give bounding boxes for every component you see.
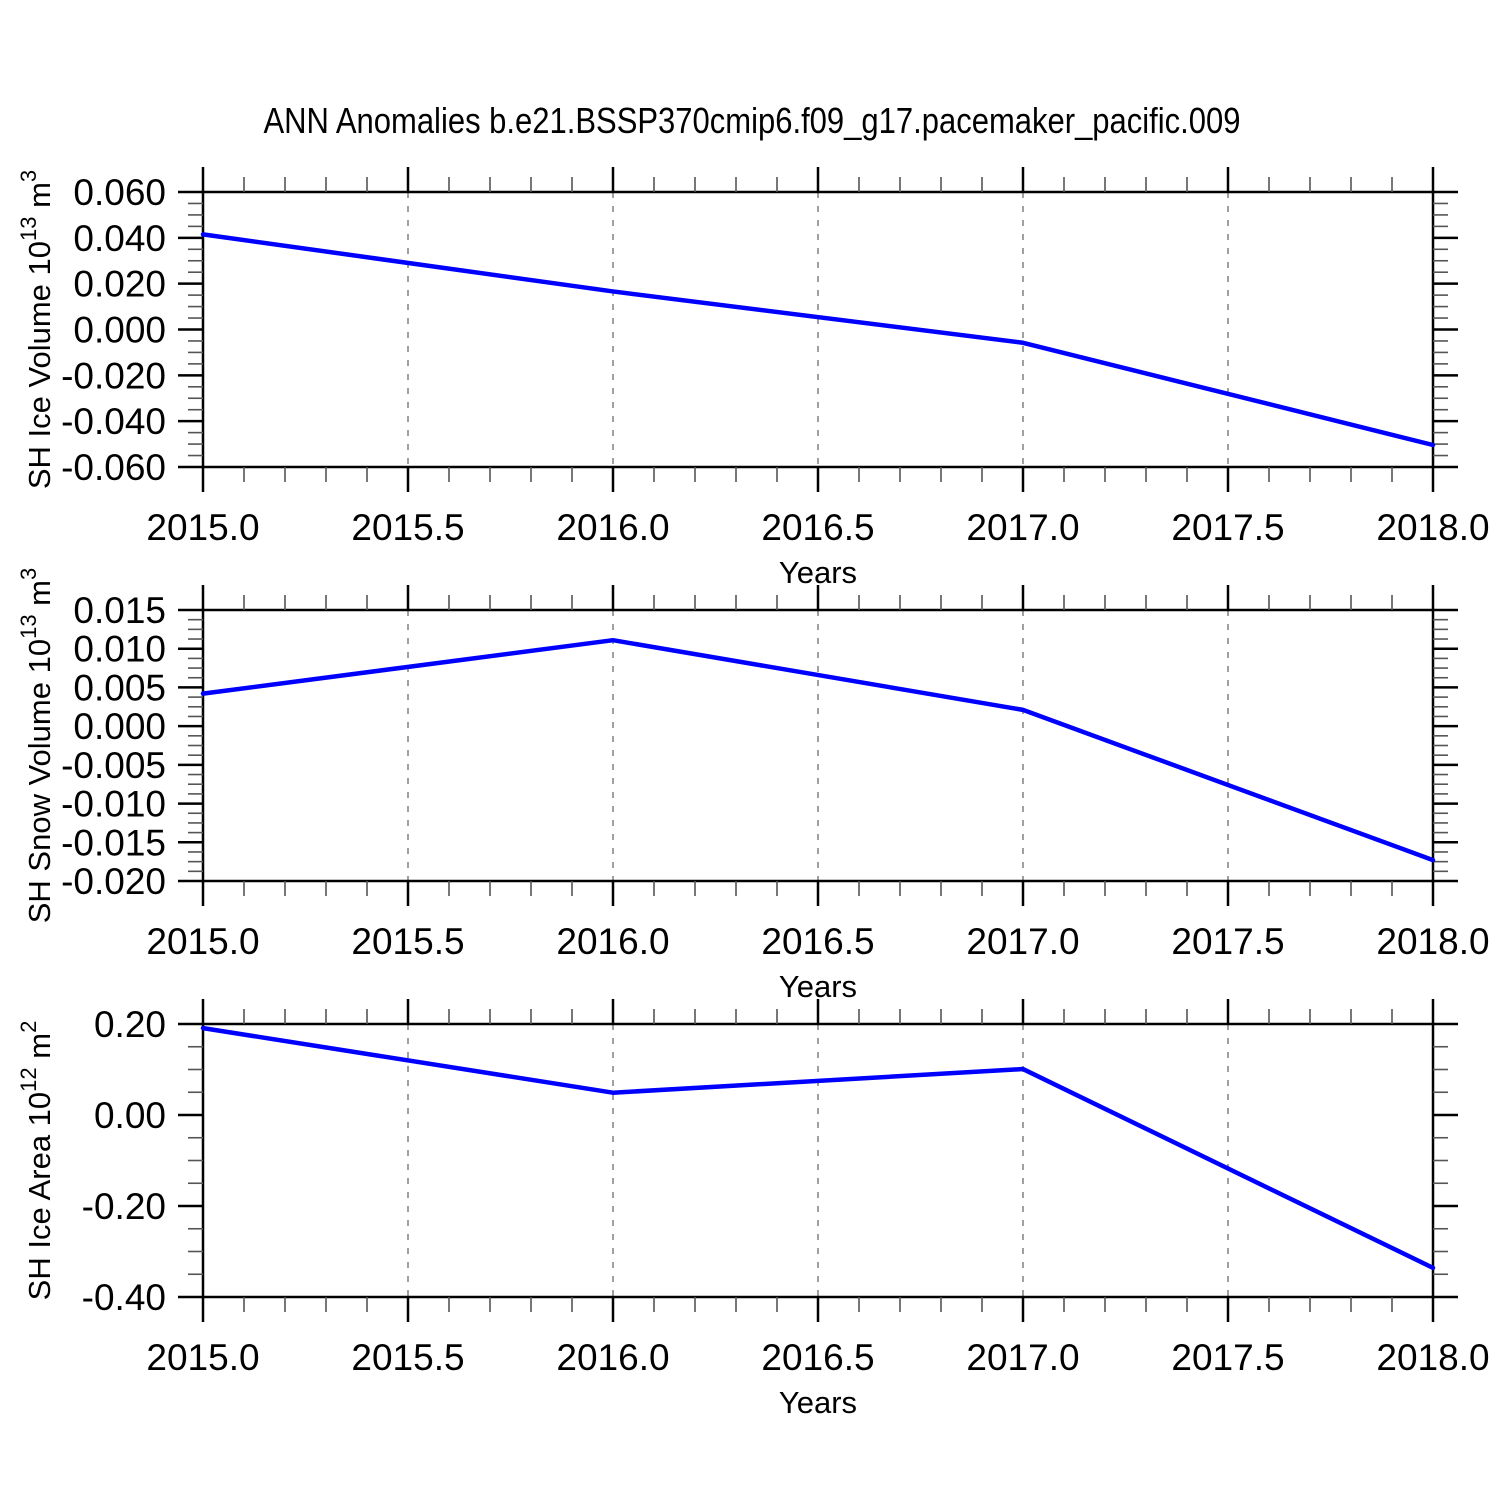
- plot-box: [201, 608, 1435, 883]
- x-tick-label: 2017.5: [1171, 507, 1284, 548]
- y-tick-label: -0.020: [61, 861, 166, 902]
- y-tick-label: -0.20: [82, 1186, 166, 1227]
- chart-title: ANN Anomalies b.e21.BSSP370cmip6.f09_g17…: [264, 100, 1241, 141]
- y-tick-label: 0.040: [73, 218, 166, 259]
- x-tick-label: 2017.5: [1171, 921, 1284, 962]
- y-axis-title-sup: 13: [16, 217, 41, 241]
- y-tick-label: 0.015: [73, 590, 166, 631]
- x-tick-label: 2016.5: [761, 921, 874, 962]
- y-tick-label: -0.005: [61, 745, 166, 786]
- data-line-sh-ice-area: [200, 1025, 1436, 1271]
- y-tick-label: 0.020: [73, 264, 166, 305]
- x-tick-label: 2015.5: [351, 921, 464, 962]
- y-axis-title-sup: 3: [16, 170, 41, 182]
- x-tick-label: 2017.0: [966, 921, 1079, 962]
- chart-root: 2015.0 2015.5 2016.0 2016.5 2017.0 2017.5 2018…: [16, 167, 1490, 1420]
- y-tick-label: -0.040: [61, 401, 166, 442]
- x-tick-label: 2018.0: [1376, 507, 1489, 548]
- data-line-sh-ice-volume: [200, 232, 1436, 448]
- y-axis-title-sup: 13: [16, 614, 41, 638]
- x-tick-label: 2016.0: [556, 1337, 669, 1378]
- y-tick-label: 0.005: [73, 667, 166, 708]
- y-tick-label: -0.020: [61, 355, 166, 396]
- y-axis-title: SH Ice Area 1012 m2: [16, 1021, 57, 1301]
- y-tick-label: 0.000: [73, 310, 166, 351]
- x-axis-title: Years: [779, 555, 857, 590]
- x-tick-label: 2016.5: [761, 507, 874, 548]
- plot-box: [201, 190, 1435, 469]
- x-tick-label: 2015.0: [146, 507, 259, 548]
- y-tick-label: 0.060: [73, 172, 166, 213]
- y-axis-title-sup: 3: [16, 568, 41, 580]
- x-tick-label: 2015.0: [146, 1337, 259, 1378]
- y-axis-title-sup: 12: [16, 1067, 41, 1091]
- plot-box: [201, 1022, 1435, 1299]
- panel-sh-ice-area: 2015.0 2015.5 2016.0 2016.5 2017.0 2017.5 2018…: [16, 999, 1490, 1420]
- y-tick-label: 0.00: [94, 1095, 166, 1136]
- y-tick-label: -0.060: [61, 447, 166, 488]
- y-tick-label: 0.20: [94, 1004, 166, 1045]
- x-tick-label: 2018.0: [1376, 921, 1489, 962]
- x-tick-label: 2015.5: [351, 1337, 464, 1378]
- x-axis-title: Years: [779, 1385, 857, 1420]
- y-tick-label: -0.010: [61, 784, 166, 825]
- panel-sh-ice-volume: 2015.0 2015.5 2016.0 2016.5 2017.0 2017.5 2018…: [16, 167, 1490, 590]
- x-tick-label: 2017.0: [966, 1337, 1079, 1378]
- x-tick-label: 2016.0: [556, 921, 669, 962]
- y-axis-title: SH Ice Volume 1013 m3: [16, 170, 57, 489]
- x-tick-label: 2017.5: [1171, 1337, 1284, 1378]
- x-tick-label: 2016.0: [556, 507, 669, 548]
- x-axis-title: Years: [779, 969, 857, 1004]
- x-tick-label: 2017.0: [966, 507, 1079, 548]
- y-tick-label: 0.000: [73, 706, 166, 747]
- y-axis-title-sup: 2: [16, 1021, 41, 1033]
- x-tick-label: 2015.5: [351, 507, 464, 548]
- x-tick-label: 2015.0: [146, 921, 259, 962]
- panel-sh-snow-volume: 2015.0 2015.5 2016.0 2016.5 2017.0 2017.5 2018…: [16, 568, 1490, 1004]
- y-tick-label: -0.40: [82, 1277, 166, 1318]
- y-tick-label: -0.015: [61, 822, 166, 863]
- x-tick-label: 2016.5: [761, 1337, 874, 1378]
- y-axis-title: SH Snow Volume 1013 m3: [16, 568, 57, 924]
- data-line-sh-snow-volume: [200, 637, 1436, 863]
- x-tick-label: 2018.0: [1376, 1337, 1489, 1378]
- y-tick-label: 0.010: [73, 629, 166, 670]
